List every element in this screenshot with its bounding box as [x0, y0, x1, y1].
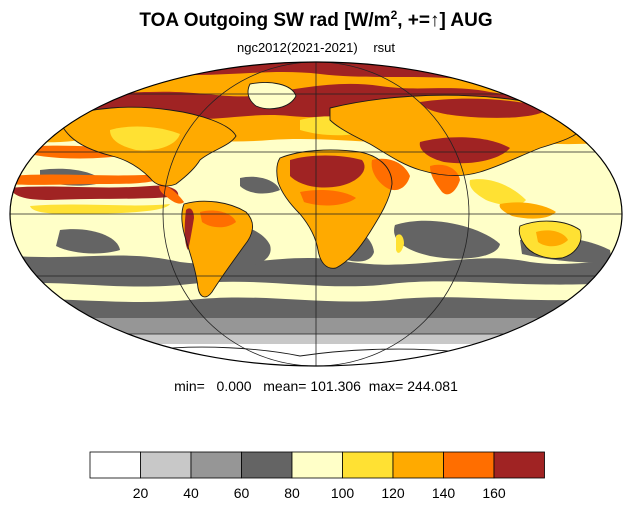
colorbar-swatch-6 — [392, 451, 444, 479]
coast-australia — [518, 220, 582, 259]
title-main: TOA Outgoing SW rad [W/m — [139, 10, 391, 31]
graticule — [10, 62, 622, 366]
coast-north-america — [59, 106, 237, 187]
map-border — [9, 61, 623, 367]
tibet-red — [419, 137, 510, 164]
meridian-pm90 — [162, 62, 470, 366]
up-arrow-icon: ↑ — [430, 10, 440, 31]
max-value: 244.081 — [407, 378, 458, 394]
map-title: TOA Outgoing SW rad [W/m2, +=↑] AUG — [0, 8, 632, 32]
colorbar-swatch-2 — [190, 451, 242, 479]
min-value: 0.000 — [216, 378, 252, 394]
stats-line: min= 0.000 mean= 101.306 max= 244.081 — [0, 378, 632, 394]
colorbar-swatch-0 — [89, 451, 141, 479]
india — [430, 164, 460, 195]
coast-antarctica — [149, 346, 461, 357]
colorbar-swatch-7 — [443, 451, 495, 479]
colorbar-tick-label: 40 — [183, 485, 199, 501]
coastlines — [59, 82, 587, 357]
pacific-itcz-south-yellow — [30, 204, 170, 214]
colorbar: 20 40 60 80 100 120 140 160 — [89, 451, 545, 501]
coast-greenland — [247, 82, 297, 110]
coast-south-america — [181, 200, 253, 298]
colorbar-tick-label: 120 — [381, 485, 405, 501]
max-label: max= — [368, 378, 404, 394]
mean-value: 101.306 — [310, 378, 361, 394]
sahara-red — [290, 155, 365, 188]
southeast-asia — [469, 179, 526, 206]
title-sign: , += — [397, 10, 430, 31]
colorbar-tick-label: 160 — [482, 485, 506, 501]
north-america-interior — [110, 126, 180, 151]
australia-interior — [536, 230, 568, 247]
pacific-itcz-orange — [10, 174, 162, 185]
coast-africa — [276, 149, 393, 269]
map-subtitle: ngc2012(2021-2021) rsut — [0, 40, 632, 55]
map-field — [10, 62, 622, 366]
colorbar-swatch-3 — [241, 451, 293, 479]
colorbar-tick-label: 140 — [432, 485, 456, 501]
colorbar-swatch-5 — [342, 451, 394, 479]
min-label: min= — [174, 378, 205, 394]
siberia-red — [420, 98, 550, 118]
pacific-gray-patch — [56, 229, 120, 254]
greenland — [248, 82, 296, 109]
variable-label: rsut — [373, 40, 395, 55]
colorbar-tick-label: 20 — [133, 485, 149, 501]
coast-eurasia — [329, 94, 587, 177]
madagascar — [396, 234, 404, 253]
title-month: ] AUG — [439, 10, 493, 31]
colorbar-tick-label: 100 — [331, 485, 355, 501]
colorbar-tick-label: 60 — [234, 485, 250, 501]
title-exponent: 2 — [390, 8, 398, 22]
indian-ocean-gray — [394, 220, 500, 259]
colorbar-swatch-4 — [291, 451, 343, 479]
world-map — [9, 61, 623, 367]
colorbar-swatch-1 — [140, 451, 192, 479]
maritime-continent — [499, 202, 556, 219]
pacific-itcz-red — [10, 185, 179, 200]
colorbar-tick-label: 80 — [284, 485, 300, 501]
experiment-label: ngc2012(2021-2021) — [236, 40, 358, 55]
andes-red — [184, 208, 194, 250]
amazon-dark — [200, 210, 236, 228]
colorbar-swatch-8 — [493, 451, 545, 479]
south-america — [181, 201, 253, 297]
north-atlantic-gray — [240, 176, 280, 194]
sahara-orange — [300, 190, 356, 206]
mean-label: mean= — [263, 378, 307, 394]
